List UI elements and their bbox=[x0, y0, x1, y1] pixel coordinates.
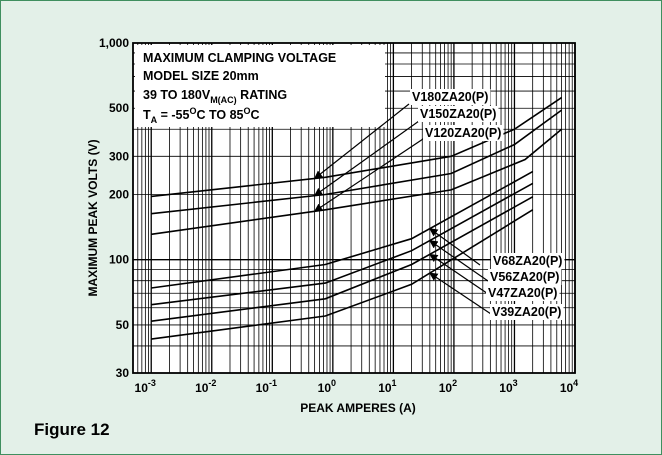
series-line-v180za20p bbox=[151, 96, 563, 198]
x-tick-label: 101 bbox=[378, 378, 396, 395]
series-lines bbox=[151, 96, 563, 340]
annotation-arrow bbox=[313, 103, 410, 179]
x-tick-label: 100 bbox=[318, 378, 336, 395]
annotation-label: V47ZA20(P) bbox=[488, 286, 557, 300]
annotation-label-background bbox=[423, 125, 504, 141]
series-line-v68za20p bbox=[151, 170, 534, 289]
info-box-line4: TA = -55OC TO 85OC bbox=[143, 106, 260, 125]
series-line-v39za20p bbox=[151, 209, 534, 340]
x-tick-label: 103 bbox=[499, 378, 517, 395]
annotation-arrow bbox=[429, 272, 498, 319]
info-line3-suffix: RATING bbox=[237, 88, 287, 102]
series-line-v120za20p bbox=[151, 128, 563, 236]
info-line4-t: T bbox=[143, 108, 151, 122]
annotation-label: V56ZA20(P) bbox=[490, 270, 559, 284]
y-tick-label: 100 bbox=[109, 253, 129, 267]
annotation-label-background bbox=[418, 106, 499, 122]
y-tick-label: 50 bbox=[116, 318, 130, 332]
info-box-line1: MAXIMUM CLAMPING VOLTAGE bbox=[143, 51, 336, 65]
info-line3-sub: M(AC) bbox=[210, 95, 237, 105]
series-line-v150za20p bbox=[151, 109, 563, 215]
info-box-background bbox=[135, 45, 385, 127]
y-tick-label: 30 bbox=[116, 366, 130, 380]
annotation-label-background bbox=[490, 304, 564, 320]
clamping-voltage-chart: 10-3 10-2 10-1 100 101 102 103 104 305010020030… bbox=[86, 36, 579, 415]
info-line4-o1: O bbox=[189, 106, 196, 116]
series-annotations: V180ZA20(P) V150ZA20(P) V120ZA20(P) V68ZA20… bbox=[313, 89, 565, 320]
x-tick-label: 10-2 bbox=[195, 378, 216, 395]
x-tick-label: 104 bbox=[560, 378, 578, 395]
y-tick-label: 300 bbox=[109, 149, 129, 163]
series-line-v47za20p bbox=[151, 196, 534, 322]
annotation-label: V150ZA20(P) bbox=[420, 107, 496, 121]
y-axis-label: MAXIMUM PEAK VOLTS (V) bbox=[86, 139, 100, 296]
info-line4-b: C TO 85 bbox=[196, 108, 243, 122]
annotation-label: V180ZA20(P) bbox=[412, 90, 488, 104]
y-tick-labels: 30 50 100 200 300 500 1,000 bbox=[99, 36, 129, 380]
series-line-v56za20p bbox=[151, 182, 534, 306]
annotation-arrow bbox=[313, 136, 427, 212]
y-tick-label: 500 bbox=[109, 101, 129, 115]
annotation-arrow bbox=[313, 120, 420, 197]
y-tick-label: 200 bbox=[109, 187, 129, 201]
info-line4-a: = -55 bbox=[157, 108, 189, 122]
annotation-label-background bbox=[488, 269, 562, 285]
info-line4-c: C bbox=[251, 108, 260, 122]
annotation-arrow bbox=[429, 240, 489, 282]
annotation-label: V120ZA20(P) bbox=[425, 126, 501, 140]
x-axis-label: PEAK AMPERES (A) bbox=[300, 401, 416, 415]
info-line3-prefix: 39 TO 180V bbox=[143, 88, 211, 102]
annotation-arrow bbox=[429, 228, 481, 266]
annotation-label: V68ZA20(P) bbox=[493, 254, 562, 268]
info-box-line2: MODEL SIZE 20mm bbox=[143, 69, 259, 83]
annotation-label-background bbox=[491, 253, 565, 269]
x-tick-label: 10-3 bbox=[135, 378, 156, 395]
plot-border bbox=[132, 42, 576, 374]
info-line4-o2: O bbox=[243, 106, 250, 116]
x-tick-labels: 10-3 10-2 10-1 100 101 102 103 104 bbox=[135, 378, 579, 395]
info-box: MAXIMUM CLAMPING VOLTAGE MODEL SIZE 20mm… bbox=[135, 45, 385, 127]
info-box-line3: 39 TO 180VM(AC) RATING bbox=[143, 88, 287, 105]
annotation-label-background bbox=[410, 89, 491, 105]
x-tick-label: 10-1 bbox=[256, 378, 277, 395]
annotation-label-background bbox=[486, 285, 560, 301]
info-line4-sub: A bbox=[151, 115, 158, 125]
annotation-arrow bbox=[429, 253, 498, 301]
x-tick-label: 102 bbox=[439, 378, 457, 395]
figure-caption: Figure 12 bbox=[34, 420, 110, 439]
annotation-label: V39ZA20(P) bbox=[492, 305, 561, 319]
y-tick-label: 1,000 bbox=[99, 36, 129, 50]
